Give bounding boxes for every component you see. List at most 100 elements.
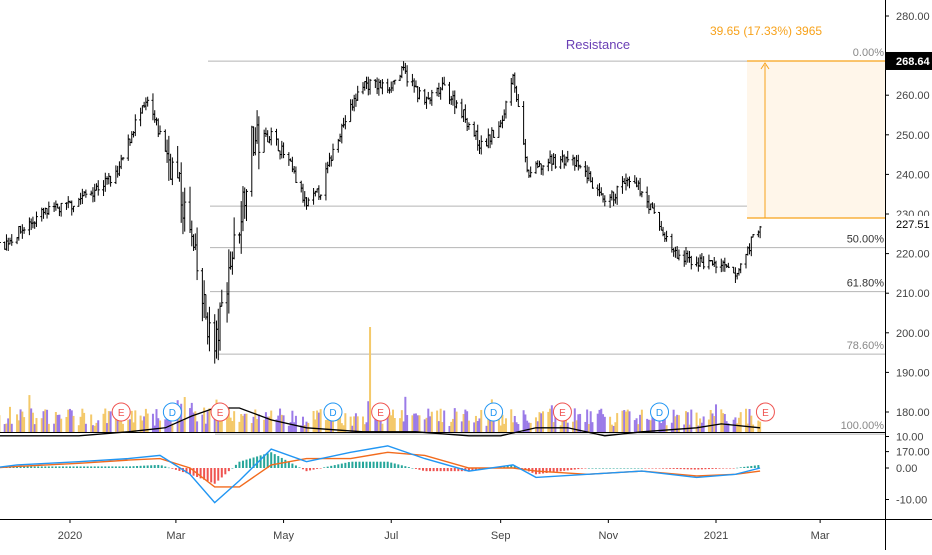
volume-bar (738, 418, 740, 432)
macd-histogram-bar (415, 468, 417, 469)
volume-bar (355, 413, 357, 432)
volume-bar (67, 410, 69, 432)
volume-bar (94, 426, 96, 432)
volume-bar (524, 414, 526, 432)
volume-bar (231, 421, 233, 432)
event-marker-label: E (217, 408, 224, 419)
volume-bar (295, 416, 297, 432)
macd-histogram-bar (676, 468, 678, 469)
volume-bar (157, 418, 159, 432)
volume-bar (720, 409, 722, 432)
macd-histogram-bar (37, 466, 39, 468)
macd-histogram-bar (94, 466, 96, 468)
macd-histogram-bar (224, 468, 226, 474)
macd-histogram-bar (316, 468, 318, 469)
volume-bar (159, 420, 161, 432)
macd-histogram-bar (567, 468, 569, 470)
volume-bar (35, 418, 37, 432)
macd-histogram-bar (570, 468, 572, 470)
macd-histogram-bar (302, 468, 304, 469)
event-marker-label: E (559, 408, 566, 419)
macd-histogram-bar (651, 468, 653, 469)
volume-bar (127, 420, 129, 432)
volume-bar (417, 415, 419, 432)
volume-bar (23, 417, 25, 432)
time-tick-label: Mar (811, 530, 830, 542)
volume-bar (454, 408, 456, 432)
macd-histogram-bar (104, 466, 106, 468)
volume-bar (279, 409, 281, 432)
volume-bar (696, 413, 698, 432)
macd-histogram-bar (390, 463, 392, 468)
volume-bar (464, 410, 466, 432)
volume-bar (43, 411, 45, 432)
macd-histogram-bar (330, 466, 332, 468)
volume-bar (118, 421, 120, 432)
volume-bar (263, 420, 265, 432)
macd-histogram-bar (235, 465, 237, 468)
volume-bar (73, 416, 75, 432)
volume-bar (131, 411, 133, 432)
volume-bar (92, 425, 94, 432)
volume-bar (724, 414, 726, 432)
volume-bar (103, 414, 105, 432)
volume-bar (468, 421, 470, 432)
macd-histogram-bar (666, 468, 668, 469)
macd-histogram-bar (164, 467, 166, 468)
volume-bar (254, 409, 256, 432)
volume-bar (364, 424, 366, 432)
volume-bar (32, 413, 34, 432)
volume-bar (46, 410, 48, 432)
macd-histogram-bar (609, 468, 611, 469)
volume-bar (418, 415, 420, 432)
macd-histogram-bar (408, 467, 410, 468)
volume-bar (57, 415, 59, 432)
volume-bar (448, 426, 450, 432)
volume-bar (438, 421, 440, 432)
volume-bar (572, 422, 574, 432)
macd-histogram-bar (277, 456, 279, 468)
measure-box (747, 61, 885, 218)
price-tick-label: 190.00 (896, 367, 930, 379)
volume-bar (609, 417, 611, 432)
macd-histogram-bar (634, 468, 636, 469)
macd-histogram-bar (694, 468, 696, 470)
measure-tool[interactable] (747, 61, 885, 218)
volume-bar (634, 420, 636, 432)
macd-histogram-bar (228, 468, 230, 471)
fib-level-label: 78.60% (847, 340, 885, 352)
macd-histogram-bar (369, 462, 371, 468)
macd-histogram-bar (101, 466, 103, 468)
macd-histogram-bar (242, 461, 244, 468)
event-marker-label: E (762, 408, 769, 419)
volume-bar (390, 415, 392, 432)
macd-histogram-bar (73, 466, 75, 468)
volume-bar (648, 420, 650, 432)
volume-bar (441, 422, 443, 432)
volume-bar (475, 416, 477, 432)
volume-bar (304, 425, 306, 432)
macd-histogram-bar (111, 466, 113, 468)
fib-level-label: 0.00% (853, 47, 884, 59)
volume-bar (602, 414, 604, 432)
macd-histogram-bar (58, 466, 60, 468)
volume-bar (16, 414, 18, 432)
event-markers[interactable]: DEDEDEDEDE (0, 403, 774, 421)
price-tick-label: 200.00 (896, 328, 930, 340)
volume-bar (28, 395, 30, 432)
macd-histogram-bar (80, 466, 82, 468)
volume-bar (48, 424, 50, 432)
macd-histogram-bar (320, 468, 322, 469)
volume-bar (463, 414, 465, 432)
time-tick-label: Jul (384, 530, 398, 542)
macd-histogram-bar (51, 466, 53, 468)
time-tick-label: May (273, 530, 294, 542)
macd-histogram-bar (217, 468, 219, 481)
volume-bar (11, 424, 13, 432)
macd-histogram-bar (358, 462, 360, 468)
macd-histogram-bar (637, 468, 639, 469)
volume-bar (97, 420, 99, 432)
macd-histogram-bar (574, 468, 576, 470)
